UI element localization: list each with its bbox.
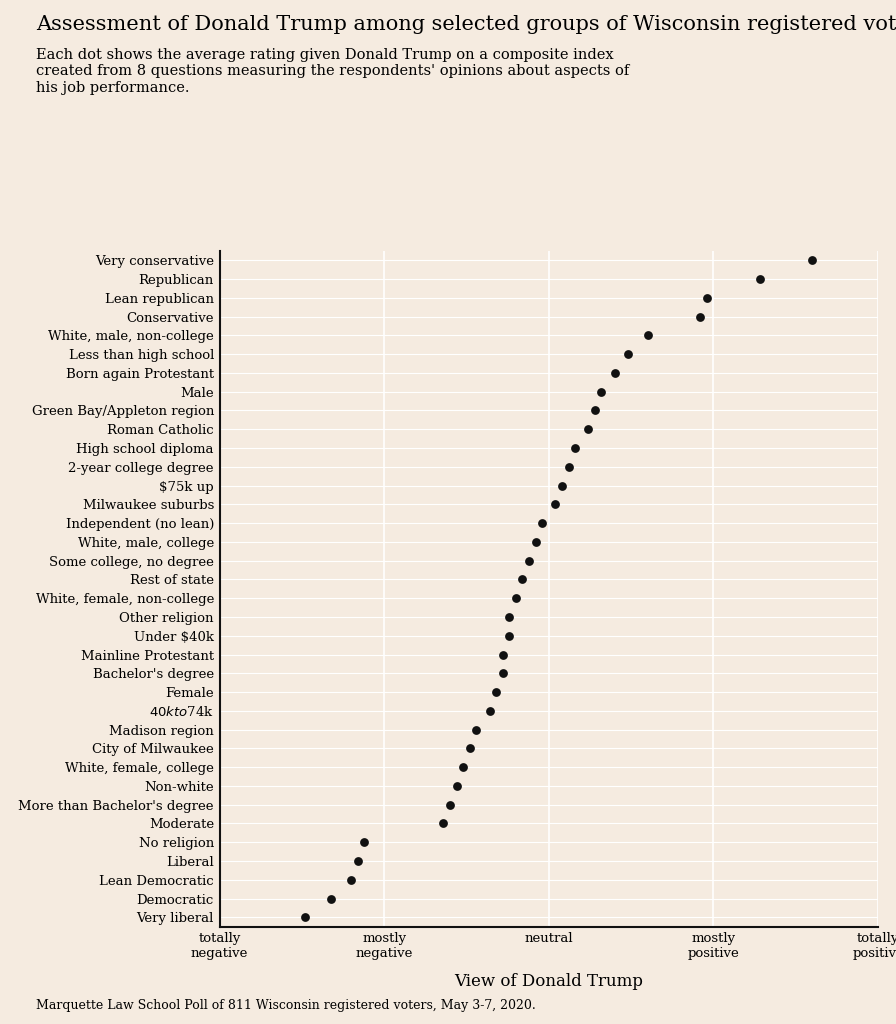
Point <box>443 797 457 813</box>
Point <box>568 440 582 457</box>
X-axis label: View of Donald Trump: View of Donald Trump <box>454 974 643 990</box>
Point <box>607 365 622 381</box>
Point <box>344 871 358 888</box>
Point <box>350 853 365 869</box>
Point <box>700 290 714 306</box>
Point <box>594 383 608 399</box>
Point <box>753 270 767 287</box>
Point <box>502 608 516 625</box>
Point <box>470 721 484 737</box>
Text: Each dot shows the average rating given Donald Trump on a composite index
create: Each dot shows the average rating given … <box>36 48 629 94</box>
Text: Marquette Law School Poll of 811 Wisconsin registered voters, May 3-7, 2020.: Marquette Law School Poll of 811 Wiscons… <box>36 998 536 1012</box>
Point <box>324 890 339 907</box>
Point <box>535 515 549 531</box>
Point <box>495 666 510 682</box>
Text: Assessment of Donald Trump among selected groups of Wisconsin registered voters: Assessment of Donald Trump among selecte… <box>36 15 896 35</box>
Point <box>462 740 477 757</box>
Point <box>436 815 451 831</box>
Point <box>521 553 536 569</box>
Point <box>502 628 516 644</box>
Point <box>621 346 635 362</box>
Point <box>582 421 596 437</box>
Point <box>495 646 510 663</box>
Point <box>588 402 602 419</box>
Point <box>529 534 543 550</box>
Point <box>450 778 464 795</box>
Point <box>515 571 530 588</box>
Point <box>482 702 496 719</box>
Point <box>298 909 313 926</box>
Point <box>548 496 563 512</box>
Point <box>456 759 470 775</box>
Point <box>555 477 569 494</box>
Point <box>805 252 819 268</box>
Point <box>694 308 708 325</box>
Point <box>358 834 372 850</box>
Point <box>489 684 504 700</box>
Point <box>641 328 655 344</box>
Point <box>562 459 576 475</box>
Point <box>509 590 523 606</box>
